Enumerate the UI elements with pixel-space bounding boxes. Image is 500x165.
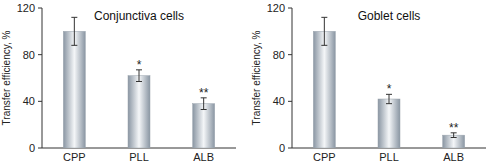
y-tick-label: 0 [279, 142, 285, 154]
y-axis-label: Transfer efficiency, % [251, 30, 262, 125]
error-cap [136, 81, 142, 82]
error-cap [71, 45, 77, 46]
y-tick-label: 0 [29, 142, 35, 154]
error-cap [451, 137, 457, 138]
bar [313, 31, 335, 148]
bar [128, 76, 150, 148]
chart-title: Conjunctiva cells [94, 9, 184, 23]
plot-area [313, 17, 464, 148]
error-bar [321, 17, 327, 45]
error-cap [321, 17, 327, 18]
y-axis [42, 8, 43, 148]
y-tick [288, 54, 292, 55]
x-tick-label: ALB [443, 151, 464, 163]
y-tick-label: 80 [23, 49, 35, 61]
x-tick-label: PLL [379, 151, 399, 163]
y-tick-label: 120 [17, 2, 35, 14]
y-tick [288, 148, 292, 149]
y-axis [292, 8, 293, 148]
y-tick [38, 54, 42, 55]
plot-area [63, 17, 214, 148]
y-axis-label: Transfer efficiency, % [1, 30, 12, 125]
significance-mark: ** [449, 121, 459, 135]
error-cap [321, 45, 327, 46]
y-tick [38, 101, 42, 102]
error-cap [386, 103, 392, 104]
x-tick-label: PLL [129, 151, 149, 163]
y-tick-label: 80 [273, 49, 285, 61]
y-tick-label: 40 [23, 95, 35, 107]
significance-mark: * [137, 58, 142, 72]
y-tick [38, 148, 42, 149]
bar [193, 104, 215, 148]
y-tick [288, 8, 292, 9]
y-tick-label: 120 [267, 2, 285, 14]
error-line [74, 17, 75, 45]
x-tick-label: CPP [63, 151, 86, 163]
error-line [324, 17, 325, 45]
chart-panel: Transfer efficiency, % 0 40 80 120 CPP PLL ALB *… [1, 2, 236, 163]
error-cap [201, 109, 207, 110]
bar [63, 31, 85, 148]
x-tick-label: CPP [313, 151, 336, 163]
bar [378, 99, 400, 148]
significance-mark: ** [199, 86, 209, 100]
significance-mark: * [387, 82, 392, 96]
chart-panel: Transfer efficiency, % 0 40 80 120 CPP PLL ALB *… [251, 2, 486, 163]
bar [443, 135, 465, 148]
y-tick-label: 40 [273, 95, 285, 107]
y-tick [288, 101, 292, 102]
error-bar [71, 17, 77, 45]
chart-title: Goblet cells [358, 9, 421, 23]
y-tick [38, 8, 42, 9]
error-cap [71, 17, 77, 18]
figure: Transfer efficiency, % 0 40 80 120 CPP PLL ALB *… [0, 0, 500, 165]
x-tick-label: ALB [193, 151, 214, 163]
